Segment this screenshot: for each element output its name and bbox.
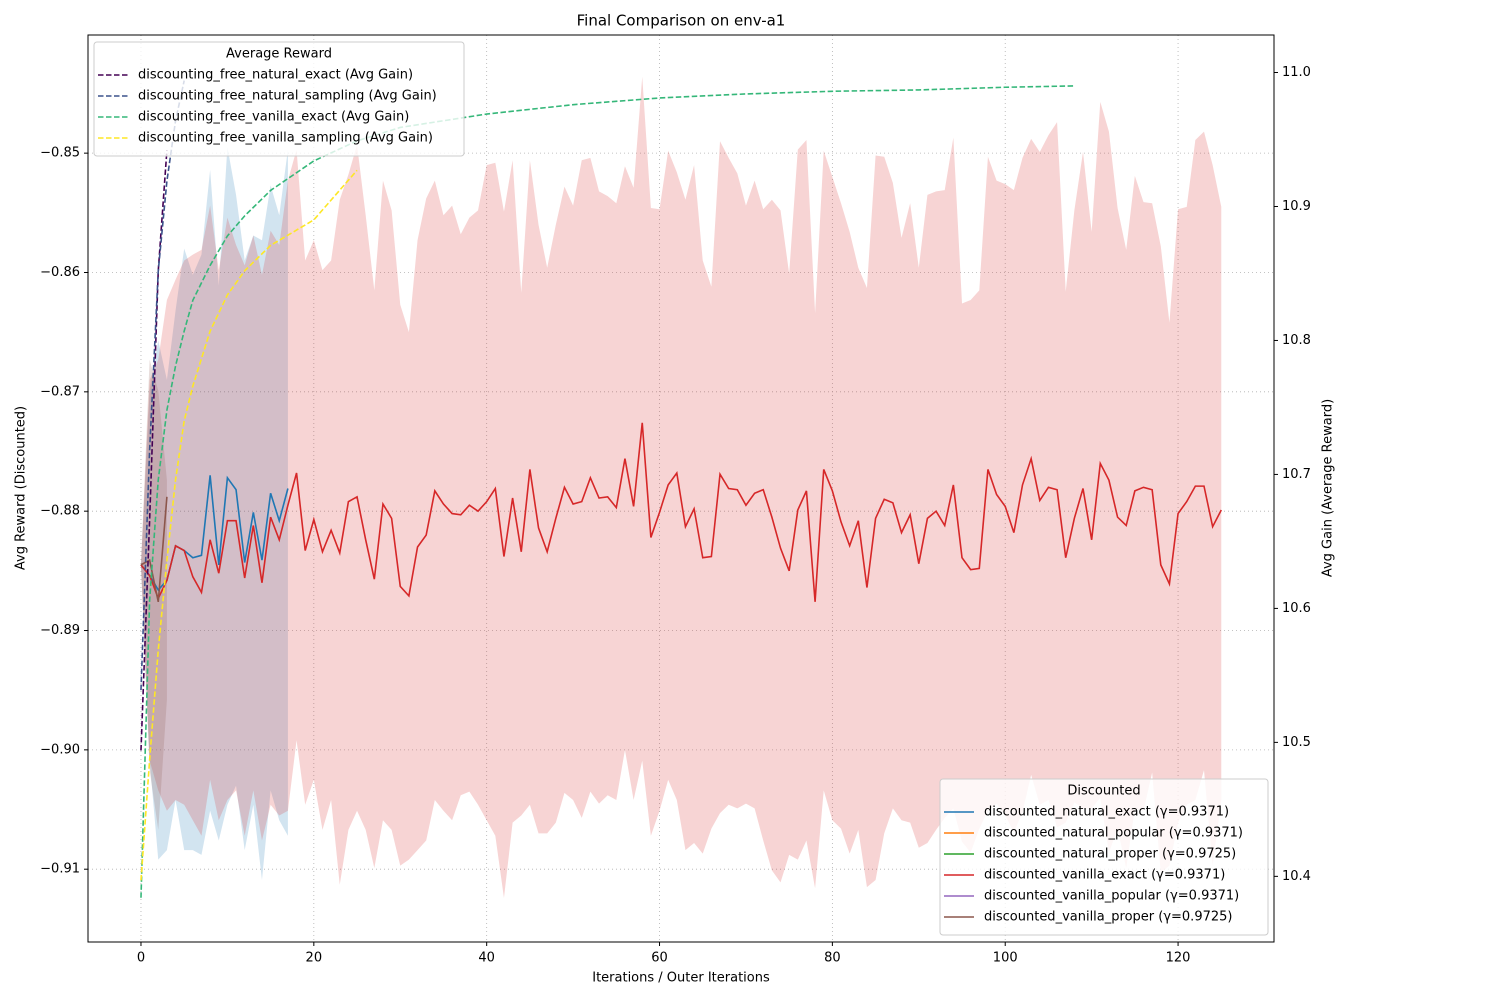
series-line xyxy=(140,169,358,881)
legends: Average Reward discounting_free_natural_e… xyxy=(93,41,1269,936)
legend-title: Average Reward xyxy=(226,47,332,62)
legend-label: discounted_vanilla_proper (γ=0.9725) xyxy=(984,910,1232,925)
x-tick-label: 120 xyxy=(1166,951,1191,966)
axes: 0 20 40 60 80 100 120 −0.91 −0.90 −0.89 −0.88 −0.87… xyxy=(40,65,1311,965)
legend-label: discounting_free_vanilla_exact (Avg Gain… xyxy=(138,110,409,125)
x-axis-label: Iterations / Outer Iterations xyxy=(592,971,770,986)
legend-label: discounting_free_natural_exact (Avg Gain… xyxy=(138,68,413,83)
y-tick-label: −0.85 xyxy=(40,146,80,161)
y2-tick-label: 10.4 xyxy=(1282,869,1311,884)
y2-tick-label: 10.8 xyxy=(1282,333,1311,348)
x-tick-label: 80 xyxy=(824,951,841,966)
chart-title: Final Comparison on env-a1 xyxy=(577,12,786,30)
axes-frame xyxy=(87,34,1275,943)
y-tick-label: −0.87 xyxy=(40,384,80,399)
legend-label: discounting_free_natural_sampling (Avg G… xyxy=(138,89,437,104)
legend-label: discounting_free_vanilla_sampling (Avg G… xyxy=(138,131,433,146)
y2-tick-label: 10.5 xyxy=(1282,735,1311,750)
x-tick-label: 20 xyxy=(306,951,323,966)
y-tick-label: −0.89 xyxy=(40,623,80,638)
confidence-band xyxy=(140,359,167,830)
y2-axis-label: Avg Gain (Average Reward) xyxy=(1321,399,1336,577)
y-axis-label: Avg Reward (Discounted) xyxy=(14,406,29,570)
x-tick-label: 0 xyxy=(137,951,145,966)
x-tick-label: 40 xyxy=(478,951,495,966)
legend-title: Discounted xyxy=(1067,784,1140,799)
x-tick-label: 60 xyxy=(651,951,668,966)
y-tick-label: −0.86 xyxy=(40,265,80,280)
y-tick-label: −0.90 xyxy=(40,742,80,757)
legend-label: discounted_natural_popular (γ=0.9371) xyxy=(984,826,1243,841)
series-line xyxy=(140,496,168,603)
series-line xyxy=(140,150,168,751)
y2-tick-label: 10.6 xyxy=(1282,601,1311,616)
legend-box xyxy=(939,778,1269,936)
legend-label: discounted_vanilla_popular (γ=0.9371) xyxy=(984,889,1239,904)
legend-box xyxy=(93,41,465,157)
legend-label: discounted_natural_proper (γ=0.9725) xyxy=(984,847,1236,862)
y2-tick-label: 10.9 xyxy=(1282,199,1311,214)
y2-tick-label: 10.7 xyxy=(1282,467,1311,482)
y-tick-label: −0.91 xyxy=(40,862,80,877)
y2-tick-label: 11.0 xyxy=(1282,65,1311,80)
series-line xyxy=(140,85,1075,898)
legend-label: discounted_natural_exact (γ=0.9371) xyxy=(984,805,1229,820)
confidence-band xyxy=(140,76,1222,898)
x-tick-label: 100 xyxy=(993,951,1018,966)
plot-area xyxy=(140,76,1222,898)
y-tick-label: −0.88 xyxy=(40,504,80,519)
series-line xyxy=(140,422,1222,602)
legend-label: discounted_vanilla_exact (γ=0.9371) xyxy=(984,868,1225,883)
